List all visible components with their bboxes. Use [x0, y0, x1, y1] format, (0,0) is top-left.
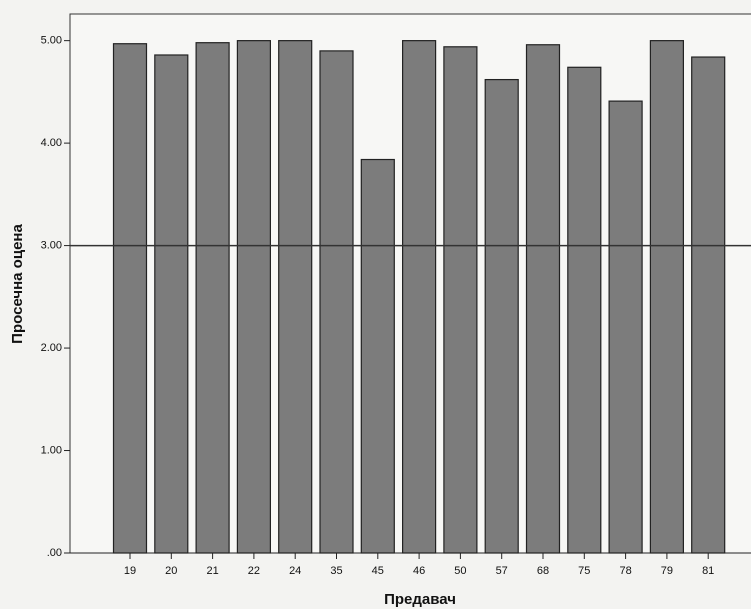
bar	[195, 42, 230, 554]
x-tick-label: 79	[661, 565, 673, 577]
x-tick-label: 19	[124, 565, 136, 577]
bar	[525, 44, 561, 554]
y-tick-label: 4.00	[41, 137, 62, 149]
x-tick-label: 24	[289, 565, 301, 577]
bar	[278, 40, 313, 554]
x-axis-title: Предавач	[384, 591, 456, 608]
x-tick-label: 81	[702, 565, 714, 577]
x-tick-label: 45	[372, 565, 384, 577]
bar	[236, 40, 271, 554]
y-axis-title: Просечна оцена	[9, 224, 26, 344]
x-tick-label: 35	[330, 565, 342, 577]
bar	[360, 158, 395, 554]
bar	[443, 46, 478, 554]
y-tick-label: 1.00	[41, 444, 62, 456]
bar	[649, 40, 685, 554]
bar	[112, 43, 148, 554]
y-tick-label: 3.00	[41, 239, 62, 251]
y-tick-label: 5.00	[41, 35, 62, 47]
x-tick-label: 21	[206, 565, 218, 577]
x-tick-label: 50	[454, 565, 466, 577]
x-tick-label: 75	[578, 565, 590, 577]
y-tick-label: .00	[47, 547, 62, 559]
bar	[484, 78, 519, 554]
bar	[567, 66, 602, 554]
y-tick-label: 2.00	[41, 342, 62, 354]
x-tick-label: 78	[619, 565, 631, 577]
x-tick-label: 68	[537, 565, 549, 577]
x-tick-label: 57	[496, 565, 508, 577]
x-tick-label: 20	[165, 565, 177, 577]
bar	[691, 56, 726, 554]
x-tick-label: 22	[248, 565, 260, 577]
bar	[402, 40, 437, 554]
bar	[319, 50, 354, 554]
bar	[154, 54, 189, 554]
bar	[608, 100, 643, 554]
x-tick-label: 46	[413, 565, 425, 577]
